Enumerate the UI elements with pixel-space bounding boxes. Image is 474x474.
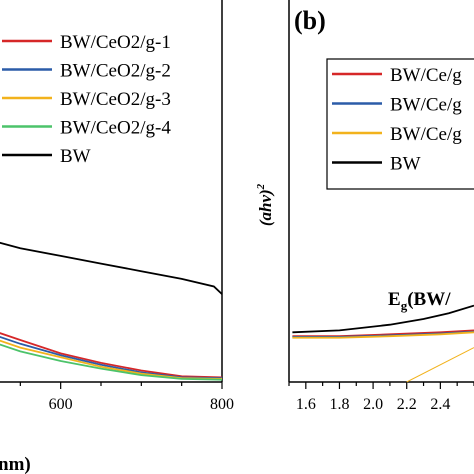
panel-b: 1.6 1.8 2.0 2.2 2.4 (b) (ahv)2 Eg(BW/BW/Ce/g BW/… bbox=[255, 0, 474, 413]
panel-a-legend-label: BW/CeO2/g-1 bbox=[60, 32, 171, 53]
panel-b-legend-label: BW/Ce/g bbox=[390, 95, 462, 116]
panel-b-legend-box bbox=[326, 58, 474, 190]
panel-b-tick-label: 2.4 bbox=[430, 396, 450, 413]
panel-a: 600 800 nm) BW/CeO2/g-1 BW/CeO2/g-2 BW/CeO2/g… bbox=[0, 0, 234, 474]
panel-a-series-line bbox=[0, 343, 223, 381]
panel-b-tick-label: 2.0 bbox=[363, 396, 383, 413]
panel-a-series-line bbox=[0, 241, 223, 295]
panel-b-label: (b) bbox=[294, 6, 326, 35]
panel-a-tick-label: 600 bbox=[49, 396, 73, 413]
panel-b-tick-label: 1.6 bbox=[296, 396, 316, 413]
panel-a-legend-label: BW/CeO2/g-4 bbox=[60, 118, 171, 139]
panel-a-tick-label: 800 bbox=[210, 396, 234, 413]
panel-b-tick-label: 2.2 bbox=[397, 396, 417, 413]
panel-a-legend-label: BW bbox=[60, 146, 91, 167]
panel-a-series-line bbox=[0, 332, 223, 379]
panel-b-y-label-sup: 2 bbox=[255, 183, 267, 190]
panel-b-fit-line bbox=[406, 347, 474, 383]
panel-b-annotation-sub: g bbox=[401, 298, 408, 313]
panel-b-annotation-rest: (BW/ bbox=[407, 289, 451, 310]
panel-b-annotation-main: E bbox=[388, 289, 401, 310]
panel-a-legend-label: BW/CeO2/g-2 bbox=[60, 61, 171, 82]
panel-b-legend-label: BW/Ce/g bbox=[390, 65, 462, 86]
panel-a-x-label: nm) bbox=[0, 454, 31, 474]
panel-b-annotation: Eg(BW/ bbox=[388, 289, 451, 313]
panel-a-legend-label: BW/CeO2/g-3 bbox=[60, 89, 171, 110]
panel-b-legend-label: BW bbox=[390, 154, 421, 175]
panel-b-y-label: (ahv)2 bbox=[255, 183, 275, 226]
panel-b-tick-label: 1.8 bbox=[329, 396, 349, 413]
panel-b-legend-label: BW/Ce/g bbox=[390, 124, 462, 145]
panel-b-series-line bbox=[292, 331, 474, 339]
panel-b-series-line bbox=[292, 304, 474, 334]
